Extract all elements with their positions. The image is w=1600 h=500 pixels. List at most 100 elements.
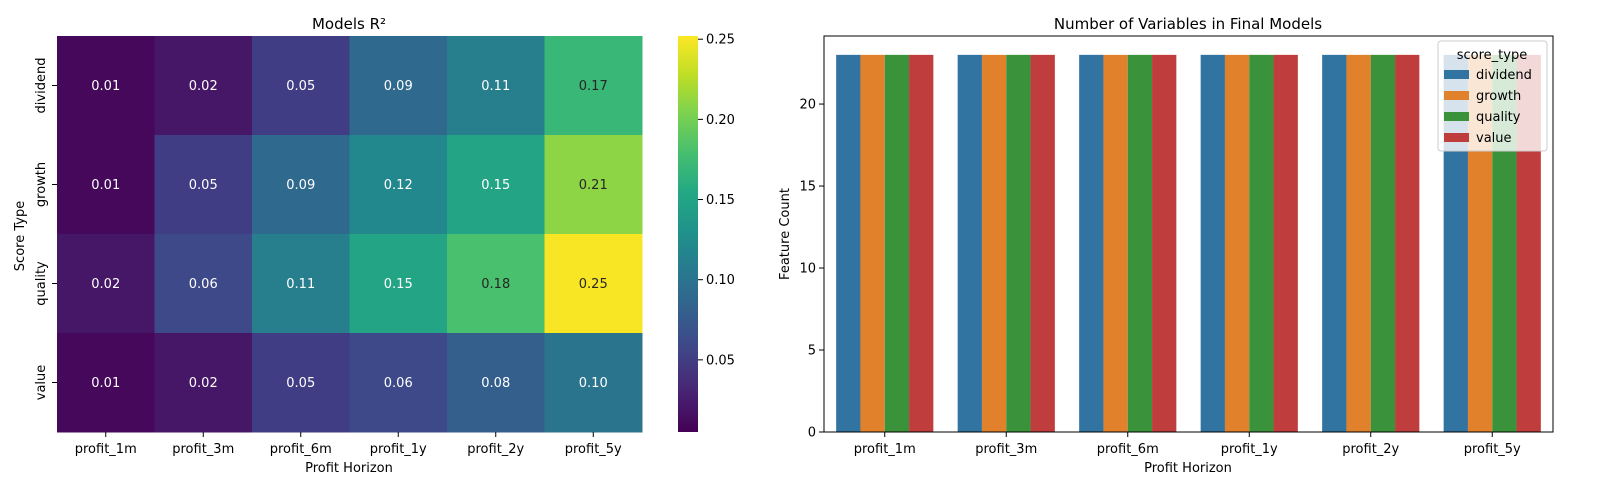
colorbar-ticks: 0.05 0.10 0.15 0.20 0.25 bbox=[698, 33, 735, 368]
heatmap-cell bbox=[349, 36, 448, 136]
heatmap-cell bbox=[154, 36, 253, 136]
bar-y-tick-label: 5 bbox=[808, 344, 816, 359]
heatmap-cell-label: 0.05 bbox=[189, 178, 218, 193]
heatmap-cell bbox=[57, 135, 155, 235]
legend-title: score_type bbox=[1457, 48, 1527, 63]
bar-y-tick-label: 15 bbox=[799, 180, 816, 195]
bar bbox=[981, 54, 1007, 432]
bar-x-tick-label: profit_2y bbox=[1342, 442, 1399, 457]
bar-x-tick-label: profit_5y bbox=[1464, 442, 1521, 457]
legend-label: value bbox=[1476, 131, 1512, 146]
legend-label: growth bbox=[1476, 89, 1521, 104]
heatmap-y-tick-label: value bbox=[34, 365, 49, 401]
heatmap-cell bbox=[447, 135, 545, 235]
legend-items: dividend growth quality value bbox=[1444, 68, 1532, 146]
heatmap-x-tick-label: profit_2y bbox=[467, 442, 524, 457]
heatmap-cell-label: 0.21 bbox=[579, 178, 608, 193]
legend-swatch bbox=[1444, 133, 1469, 142]
bar bbox=[1346, 54, 1371, 432]
heatmap-cell-label: 0.11 bbox=[286, 277, 315, 292]
colorbar-gradient bbox=[678, 36, 698, 432]
heatmap-cell-label: 0.06 bbox=[189, 277, 218, 292]
bar-x-tick-label: profit_6m bbox=[1097, 442, 1159, 457]
bar bbox=[957, 54, 982, 432]
colorbar-tick-label: 0.15 bbox=[706, 193, 735, 208]
bar-chart-x-ticks: profit_1m profit_3m profit_6m profit_1y prof… bbox=[854, 432, 1521, 457]
colorbar-tick-label: 0.25 bbox=[706, 33, 735, 48]
heatmap-cell bbox=[544, 333, 643, 433]
heatmap-cell-label: 0.02 bbox=[189, 376, 218, 391]
bar-chart-x-axis-label: Profit Horizon bbox=[1144, 461, 1232, 476]
heatmap-cell bbox=[57, 333, 155, 433]
bar bbox=[1152, 54, 1177, 432]
heatmap-y-tick-label: quality bbox=[34, 261, 49, 306]
heatmap-title: Models R² bbox=[312, 15, 386, 33]
bar bbox=[1370, 54, 1396, 432]
bar bbox=[1395, 54, 1420, 432]
bar-chart-frame bbox=[823, 35, 1554, 433]
heatmap-colorbar: 0.05 0.10 0.15 0.20 0.25 bbox=[678, 33, 735, 432]
heatmap-cell-labels: 0.01 0.02 0.05 0.09 0.11 0.17 0.01 0.05 0.09 0.12… bbox=[91, 79, 607, 391]
bar-x-tick-label: profit_1y bbox=[1221, 442, 1278, 457]
heatmap-cell-label: 0.02 bbox=[91, 277, 120, 292]
heatmap-cell-label: 0.06 bbox=[384, 376, 413, 391]
heatmap-cell-label: 0.12 bbox=[384, 178, 413, 193]
heatmap-cell-label: 0.01 bbox=[91, 376, 120, 391]
heatmap-cell-label: 0.05 bbox=[286, 376, 315, 391]
bar-x-tick-label: profit_3m bbox=[975, 442, 1037, 457]
bar-chart-y-axis-label: Feature Count bbox=[778, 188, 793, 280]
heatmap-cell-label: 0.05 bbox=[286, 79, 315, 94]
bar bbox=[884, 54, 910, 432]
heatmap-cell-label: 0.25 bbox=[579, 277, 608, 292]
bar-chart-bars bbox=[836, 54, 1541, 432]
heatmap-x-axis-label: Profit Horizon bbox=[305, 461, 393, 476]
colorbar-tick-label: 0.05 bbox=[706, 353, 735, 368]
heatmap-cell bbox=[349, 333, 448, 433]
bar-chart-title: Number of Variables in Final Models bbox=[1054, 15, 1322, 33]
heatmap-x-tick-label: profit_5y bbox=[565, 442, 622, 457]
bar bbox=[1322, 54, 1347, 432]
heatmap-cell-label: 0.15 bbox=[481, 178, 510, 193]
heatmap-cell bbox=[252, 36, 350, 136]
bar bbox=[1200, 54, 1225, 432]
heatmap-y-axis-label: Score Type bbox=[13, 201, 28, 271]
heatmap-x-tick-label: profit_1y bbox=[370, 442, 427, 457]
legend-frame bbox=[1437, 40, 1548, 152]
bar-y-tick-label: 10 bbox=[799, 262, 816, 277]
heatmap-cells bbox=[57, 36, 643, 433]
heatmap-cell bbox=[447, 36, 545, 136]
heatmap-cell bbox=[57, 234, 155, 334]
heatmap-x-tick-label: profit_6m bbox=[270, 442, 332, 457]
bar bbox=[1224, 54, 1250, 432]
bar bbox=[909, 54, 934, 432]
bar bbox=[1079, 54, 1104, 432]
heatmap-cell bbox=[447, 333, 545, 433]
heatmap-x-ticks: profit_1m profit_3m profit_6m profit_1y prof… bbox=[75, 432, 622, 457]
bar bbox=[1273, 54, 1298, 432]
heatmap-cell bbox=[544, 135, 643, 235]
heatmap-cell bbox=[252, 333, 350, 433]
heatmap-cell-label: 0.18 bbox=[481, 277, 510, 292]
legend-label: dividend bbox=[1476, 68, 1532, 83]
heatmap-cell-label: 0.09 bbox=[286, 178, 315, 193]
bar-y-tick-label: 20 bbox=[799, 98, 816, 113]
heatmap-cell bbox=[349, 135, 448, 235]
heatmap-y-tick-label: dividend bbox=[34, 58, 49, 114]
heatmap-cell-label: 0.01 bbox=[91, 178, 120, 193]
bar bbox=[860, 54, 885, 432]
bar bbox=[1030, 54, 1055, 432]
bar-x-tick-label: profit_1m bbox=[854, 442, 916, 457]
legend-swatch bbox=[1444, 70, 1469, 79]
heatmap-cell-label: 0.17 bbox=[579, 79, 608, 94]
colorbar-tick-label: 0.10 bbox=[706, 273, 735, 288]
heatmap-cell-label: 0.01 bbox=[91, 79, 120, 94]
bar bbox=[1127, 54, 1153, 432]
heatmap-cell bbox=[349, 234, 448, 334]
bar-chart-legend: score_type dividend growth quality value bbox=[1437, 40, 1548, 152]
legend-label: quality bbox=[1476, 110, 1521, 125]
heatmap-cell-label: 0.10 bbox=[579, 376, 608, 391]
heatmap-cell-label: 0.02 bbox=[189, 79, 218, 94]
bar bbox=[1006, 54, 1031, 432]
bar-chart-y-ticks: 0 5 10 15 20 bbox=[799, 98, 824, 441]
